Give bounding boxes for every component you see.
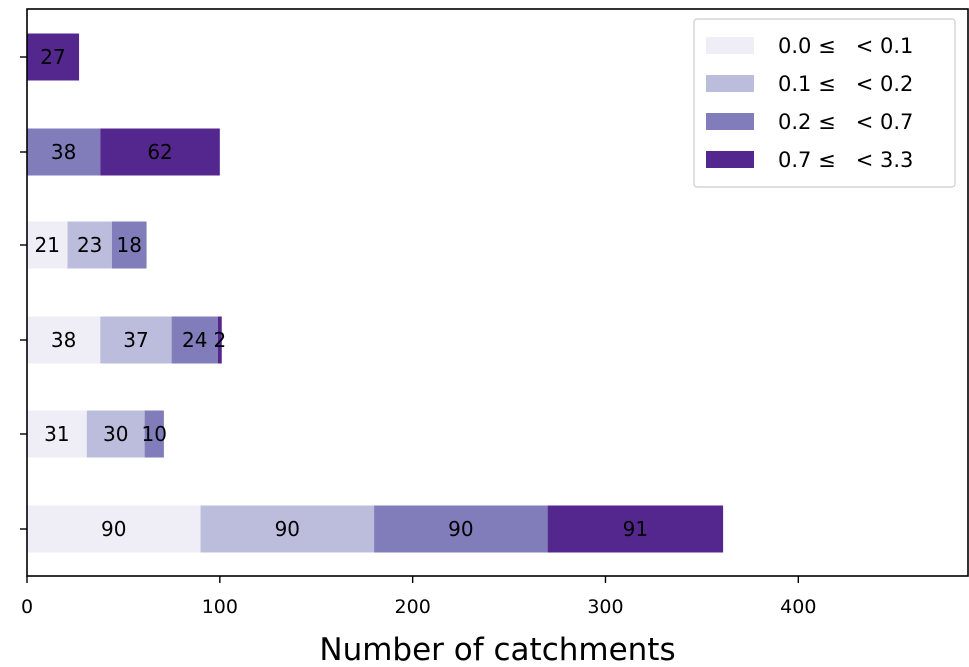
legend: 0.0 ≤ < 0.1 0.1 ≤ < 0.2 0.2 ≤ < 0.7 0.7 ≤ <…: [693, 18, 956, 188]
legend-label-2: 0.1 ≤ < 0.2: [778, 72, 913, 96]
data-label-row5-seg3: 10: [142, 422, 167, 446]
data-label-row2-seg3: 38: [51, 140, 76, 164]
bar-row2-seg4: [100, 128, 220, 176]
bar-row4-seg1: [27, 316, 101, 364]
legend-swatch-1: [706, 37, 754, 54]
bar-row3-seg3: [111, 221, 147, 269]
data-label-row5-seg1: 31: [44, 422, 69, 446]
bar-row6-seg1: [27, 505, 201, 553]
x-axis-title: Number of catchments: [319, 632, 675, 667]
x-tick-label-300: 300: [587, 596, 623, 618]
bar-row4-seg2: [100, 316, 172, 364]
bar-row3-seg1: [27, 221, 68, 269]
bar-row2-seg3: [27, 128, 101, 176]
legend-label-4: 0.7 ≤ < 3.3: [778, 148, 913, 172]
data-label-row6-seg3: 90: [448, 517, 473, 541]
x-tick-label-200: 200: [395, 596, 431, 618]
legend-swatch-4: [706, 151, 754, 168]
legend-box: [693, 18, 956, 188]
data-label-row6-seg4: 91: [623, 517, 648, 541]
bar-row5-seg1: [27, 410, 87, 458]
bar-row4-seg4: [217, 316, 222, 364]
data-label-row5-seg2: 30: [103, 422, 128, 446]
bar-row1-seg4: [27, 33, 80, 81]
data-label-row2-seg4: 62: [147, 140, 172, 164]
bar-row6-seg3: [374, 505, 548, 553]
data-labels-group: 27 38 62 21 23 18 38 37 24 2 31 30 10 90 90 90 91: [35, 45, 649, 541]
axes-group: 0 100 200 300 400: [20, 8, 969, 618]
data-label-row3-seg1: 21: [35, 233, 60, 257]
legend-swatch-2: [706, 75, 754, 92]
legend-label-1: 0.0 ≤ < 0.1: [778, 34, 913, 58]
legend-swatch-3: [706, 113, 754, 130]
data-label-row4-seg3: 24: [182, 328, 207, 352]
x-tick-label-0: 0: [21, 596, 33, 618]
data-label-row6-seg2: 90: [275, 517, 300, 541]
data-label-row6-seg1: 90: [101, 517, 126, 541]
data-label-row4-seg1: 38: [51, 328, 76, 352]
bar-row5-seg3: [144, 410, 164, 458]
data-label-row3-seg2: 23: [77, 233, 102, 257]
bar-row4-seg3: [171, 316, 218, 364]
x-tick-label-400: 400: [780, 596, 816, 618]
bar-row5-seg2: [86, 410, 145, 458]
data-label-row4-seg4: 2: [213, 328, 226, 352]
legend-label-3: 0.2 ≤ < 0.7: [778, 110, 913, 134]
data-label-row4-seg2: 37: [123, 328, 148, 352]
data-label-row1-seg4: 27: [40, 45, 65, 69]
x-tick-label-100: 100: [202, 596, 238, 618]
plot-frame: [26, 8, 969, 577]
bar-row6-seg4: [547, 505, 724, 553]
data-label-row3-seg3: 18: [116, 233, 141, 257]
bar-row3-seg2: [67, 221, 112, 269]
bar-row6-seg2: [200, 505, 375, 553]
bars-group: [27, 33, 724, 553]
